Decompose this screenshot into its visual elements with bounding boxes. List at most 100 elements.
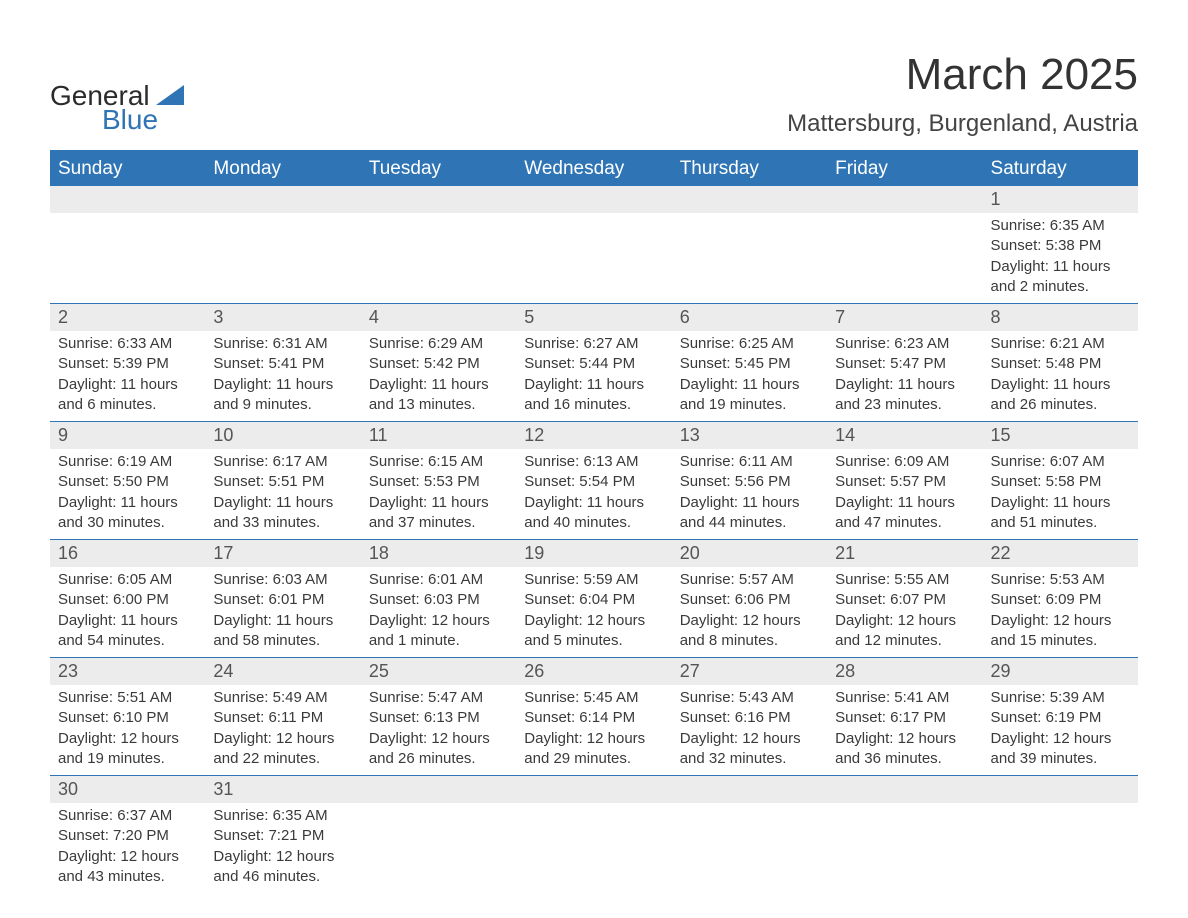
title-block: March 2025 Mattersburg, Burgenland, Aust… — [787, 50, 1138, 138]
day-sunset: Sunset: 5:44 PM — [524, 354, 663, 374]
weekday-row: Sunday Monday Tuesday Wednesday Thursday… — [50, 151, 1138, 186]
weekday-header: Friday — [827, 151, 982, 186]
day-cell-details: Sunrise: 5:43 AMSunset: 6:16 PMDaylight:… — [672, 685, 827, 776]
day-number: 16 — [50, 540, 205, 567]
day-dl2: and 9 minutes. — [213, 395, 352, 415]
day-cell-number: 17 — [205, 540, 360, 568]
day-sunset: Sunset: 5:56 PM — [680, 472, 819, 492]
day-cell-details: Sunrise: 5:47 AMSunset: 6:13 PMDaylight:… — [361, 685, 516, 776]
day-dl2: and 16 minutes. — [524, 395, 663, 415]
brand-triangle-icon — [156, 85, 184, 105]
day-cell-details: Sunrise: 6:37 AMSunset: 7:20 PMDaylight:… — [50, 803, 205, 893]
day-dl2: and 43 minutes. — [58, 867, 197, 887]
day-sunrise: Sunrise: 6:33 AM — [58, 334, 197, 354]
day-dl2: and 30 minutes. — [58, 513, 197, 533]
day-number: 15 — [983, 422, 1138, 449]
day-number: 13 — [672, 422, 827, 449]
day-dl2: and 13 minutes. — [369, 395, 508, 415]
day-sunset: Sunset: 6:04 PM — [524, 590, 663, 610]
header: General Blue March 2025 Mattersburg, Bur… — [50, 50, 1138, 138]
day-dl1: Daylight: 11 hours — [213, 375, 352, 395]
day-dl1: Daylight: 11 hours — [991, 375, 1130, 395]
day-cell-number — [516, 186, 671, 213]
day-dl1: Daylight: 11 hours — [369, 375, 508, 395]
day-sunrise: Sunrise: 6:27 AM — [524, 334, 663, 354]
day-sunrise: Sunrise: 6:17 AM — [213, 452, 352, 472]
day-cell-details: Sunrise: 6:11 AMSunset: 5:56 PMDaylight:… — [672, 449, 827, 540]
day-dl1: Daylight: 12 hours — [991, 729, 1130, 749]
day-dl2: and 5 minutes. — [524, 631, 663, 651]
calendar-head: Sunday Monday Tuesday Wednesday Thursday… — [50, 151, 1138, 186]
details-row: Sunrise: 5:51 AMSunset: 6:10 PMDaylight:… — [50, 685, 1138, 776]
brand-logo: General Blue — [50, 80, 184, 136]
day-number: 5 — [516, 304, 671, 331]
details-row: Sunrise: 6:19 AMSunset: 5:50 PMDaylight:… — [50, 449, 1138, 540]
day-sunrise: Sunrise: 5:47 AM — [369, 688, 508, 708]
day-number: 8 — [983, 304, 1138, 331]
weekday-header: Wednesday — [516, 151, 671, 186]
day-dl2: and 37 minutes. — [369, 513, 508, 533]
day-number: 12 — [516, 422, 671, 449]
day-cell-number: 31 — [205, 776, 360, 804]
day-cell-details: Sunrise: 6:35 AMSunset: 7:21 PMDaylight:… — [205, 803, 360, 893]
day-sunset: Sunset: 5:57 PM — [835, 472, 974, 492]
day-sunset: Sunset: 5:45 PM — [680, 354, 819, 374]
day-cell-details: Sunrise: 6:25 AMSunset: 5:45 PMDaylight:… — [672, 331, 827, 422]
day-dl1: Daylight: 11 hours — [58, 611, 197, 631]
day-number: 6 — [672, 304, 827, 331]
day-sunset: Sunset: 6:00 PM — [58, 590, 197, 610]
day-cell-number: 11 — [361, 422, 516, 450]
day-cell-details: Sunrise: 6:23 AMSunset: 5:47 PMDaylight:… — [827, 331, 982, 422]
day-cell-number: 1 — [983, 186, 1138, 213]
day-cell-details: Sunrise: 5:51 AMSunset: 6:10 PMDaylight:… — [50, 685, 205, 776]
day-sunset: Sunset: 5:42 PM — [369, 354, 508, 374]
day-number: 25 — [361, 658, 516, 685]
day-number: 19 — [516, 540, 671, 567]
day-sunrise: Sunrise: 6:05 AM — [58, 570, 197, 590]
day-sunrise: Sunrise: 6:37 AM — [58, 806, 197, 826]
day-cell-number: 3 — [205, 304, 360, 332]
day-sunset: Sunset: 6:07 PM — [835, 590, 974, 610]
daynum-row: 2345678 — [50, 304, 1138, 332]
day-cell-details: Sunrise: 6:03 AMSunset: 6:01 PMDaylight:… — [205, 567, 360, 658]
day-dl2: and 54 minutes. — [58, 631, 197, 651]
day-sunrise: Sunrise: 6:11 AM — [680, 452, 819, 472]
day-cell-number: 10 — [205, 422, 360, 450]
day-cell-number — [827, 186, 982, 213]
day-cell-number: 16 — [50, 540, 205, 568]
details-row: Sunrise: 6:05 AMSunset: 6:00 PMDaylight:… — [50, 567, 1138, 658]
day-dl2: and 19 minutes. — [58, 749, 197, 769]
day-cell-details: Sunrise: 6:33 AMSunset: 5:39 PMDaylight:… — [50, 331, 205, 422]
day-cell-number: 20 — [672, 540, 827, 568]
day-cell-number: 30 — [50, 776, 205, 804]
day-dl2: and 36 minutes. — [835, 749, 974, 769]
day-cell-details: Sunrise: 6:29 AMSunset: 5:42 PMDaylight:… — [361, 331, 516, 422]
day-cell-details: Sunrise: 6:15 AMSunset: 5:53 PMDaylight:… — [361, 449, 516, 540]
day-dl2: and 8 minutes. — [680, 631, 819, 651]
day-dl1: Daylight: 11 hours — [680, 493, 819, 513]
day-sunset: Sunset: 5:58 PM — [991, 472, 1130, 492]
day-sunrise: Sunrise: 6:13 AM — [524, 452, 663, 472]
day-cell-details: Sunrise: 6:31 AMSunset: 5:41 PMDaylight:… — [205, 331, 360, 422]
day-cell-details: Sunrise: 6:09 AMSunset: 5:57 PMDaylight:… — [827, 449, 982, 540]
day-number: 31 — [205, 776, 360, 803]
day-cell-number: 18 — [361, 540, 516, 568]
day-dl1: Daylight: 11 hours — [213, 611, 352, 631]
day-sunrise: Sunrise: 5:41 AM — [835, 688, 974, 708]
day-cell-details: Sunrise: 5:39 AMSunset: 6:19 PMDaylight:… — [983, 685, 1138, 776]
day-cell-number: 2 — [50, 304, 205, 332]
day-sunrise: Sunrise: 6:25 AM — [680, 334, 819, 354]
day-number: 4 — [361, 304, 516, 331]
page: General Blue March 2025 Mattersburg, Bur… — [0, 0, 1188, 893]
day-number: 11 — [361, 422, 516, 449]
day-dl1: Daylight: 11 hours — [213, 493, 352, 513]
day-cell-number: 26 — [516, 658, 671, 686]
day-cell-details: Sunrise: 5:41 AMSunset: 6:17 PMDaylight:… — [827, 685, 982, 776]
day-cell-details — [672, 803, 827, 893]
day-cell-details: Sunrise: 6:13 AMSunset: 5:54 PMDaylight:… — [516, 449, 671, 540]
day-number: 21 — [827, 540, 982, 567]
day-cell-details: Sunrise: 5:49 AMSunset: 6:11 PMDaylight:… — [205, 685, 360, 776]
day-number: 28 — [827, 658, 982, 685]
day-sunrise: Sunrise: 6:09 AM — [835, 452, 974, 472]
day-dl2: and 22 minutes. — [213, 749, 352, 769]
